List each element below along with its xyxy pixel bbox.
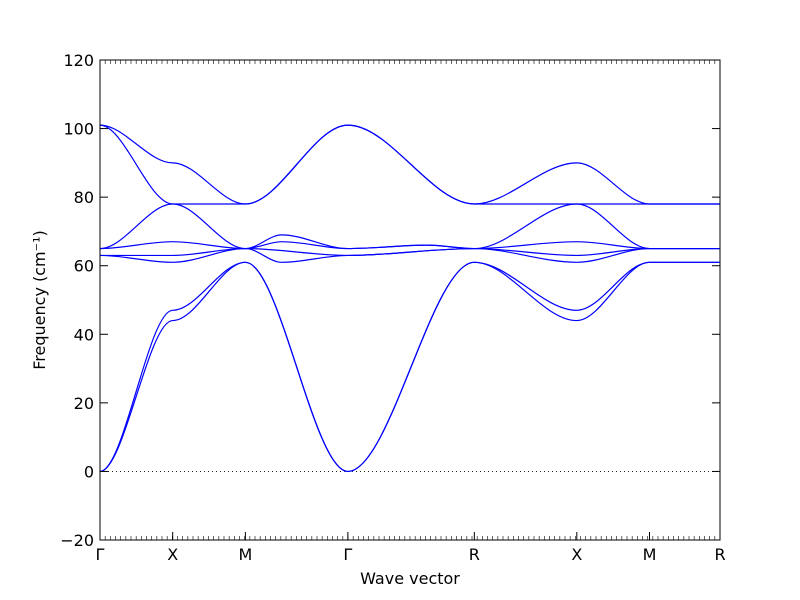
x-tick-label: Γ xyxy=(343,545,352,564)
band-line-4 xyxy=(100,247,720,263)
x-tick-label: R xyxy=(469,545,480,564)
band-line-2 xyxy=(100,261,720,473)
plot-frame xyxy=(99,59,721,541)
y-tick-label: 20 xyxy=(74,394,94,413)
y-tick-label: 40 xyxy=(74,325,94,344)
x-tick-label: X xyxy=(167,545,178,564)
y-tick-label: 120 xyxy=(63,51,94,70)
band-line-8 xyxy=(100,124,720,205)
y-axis-label: Frequency (cm⁻¹) xyxy=(30,230,49,369)
x-tick-label: R xyxy=(714,545,725,564)
x-tick-label: M xyxy=(643,545,657,564)
y-tick-label: 100 xyxy=(63,120,94,139)
x-tick-label: Γ xyxy=(96,545,105,564)
y-tick-label: 0 xyxy=(84,462,94,481)
x-tick-label: X xyxy=(571,545,582,564)
band-line-6 xyxy=(100,203,720,250)
y-tick-label: 80 xyxy=(74,188,94,207)
x-axis-label: Wave vector xyxy=(360,569,460,588)
y-tick-label: 60 xyxy=(74,257,94,276)
y-tick-label: −20 xyxy=(60,531,94,550)
x-tick-label: M xyxy=(238,545,252,564)
